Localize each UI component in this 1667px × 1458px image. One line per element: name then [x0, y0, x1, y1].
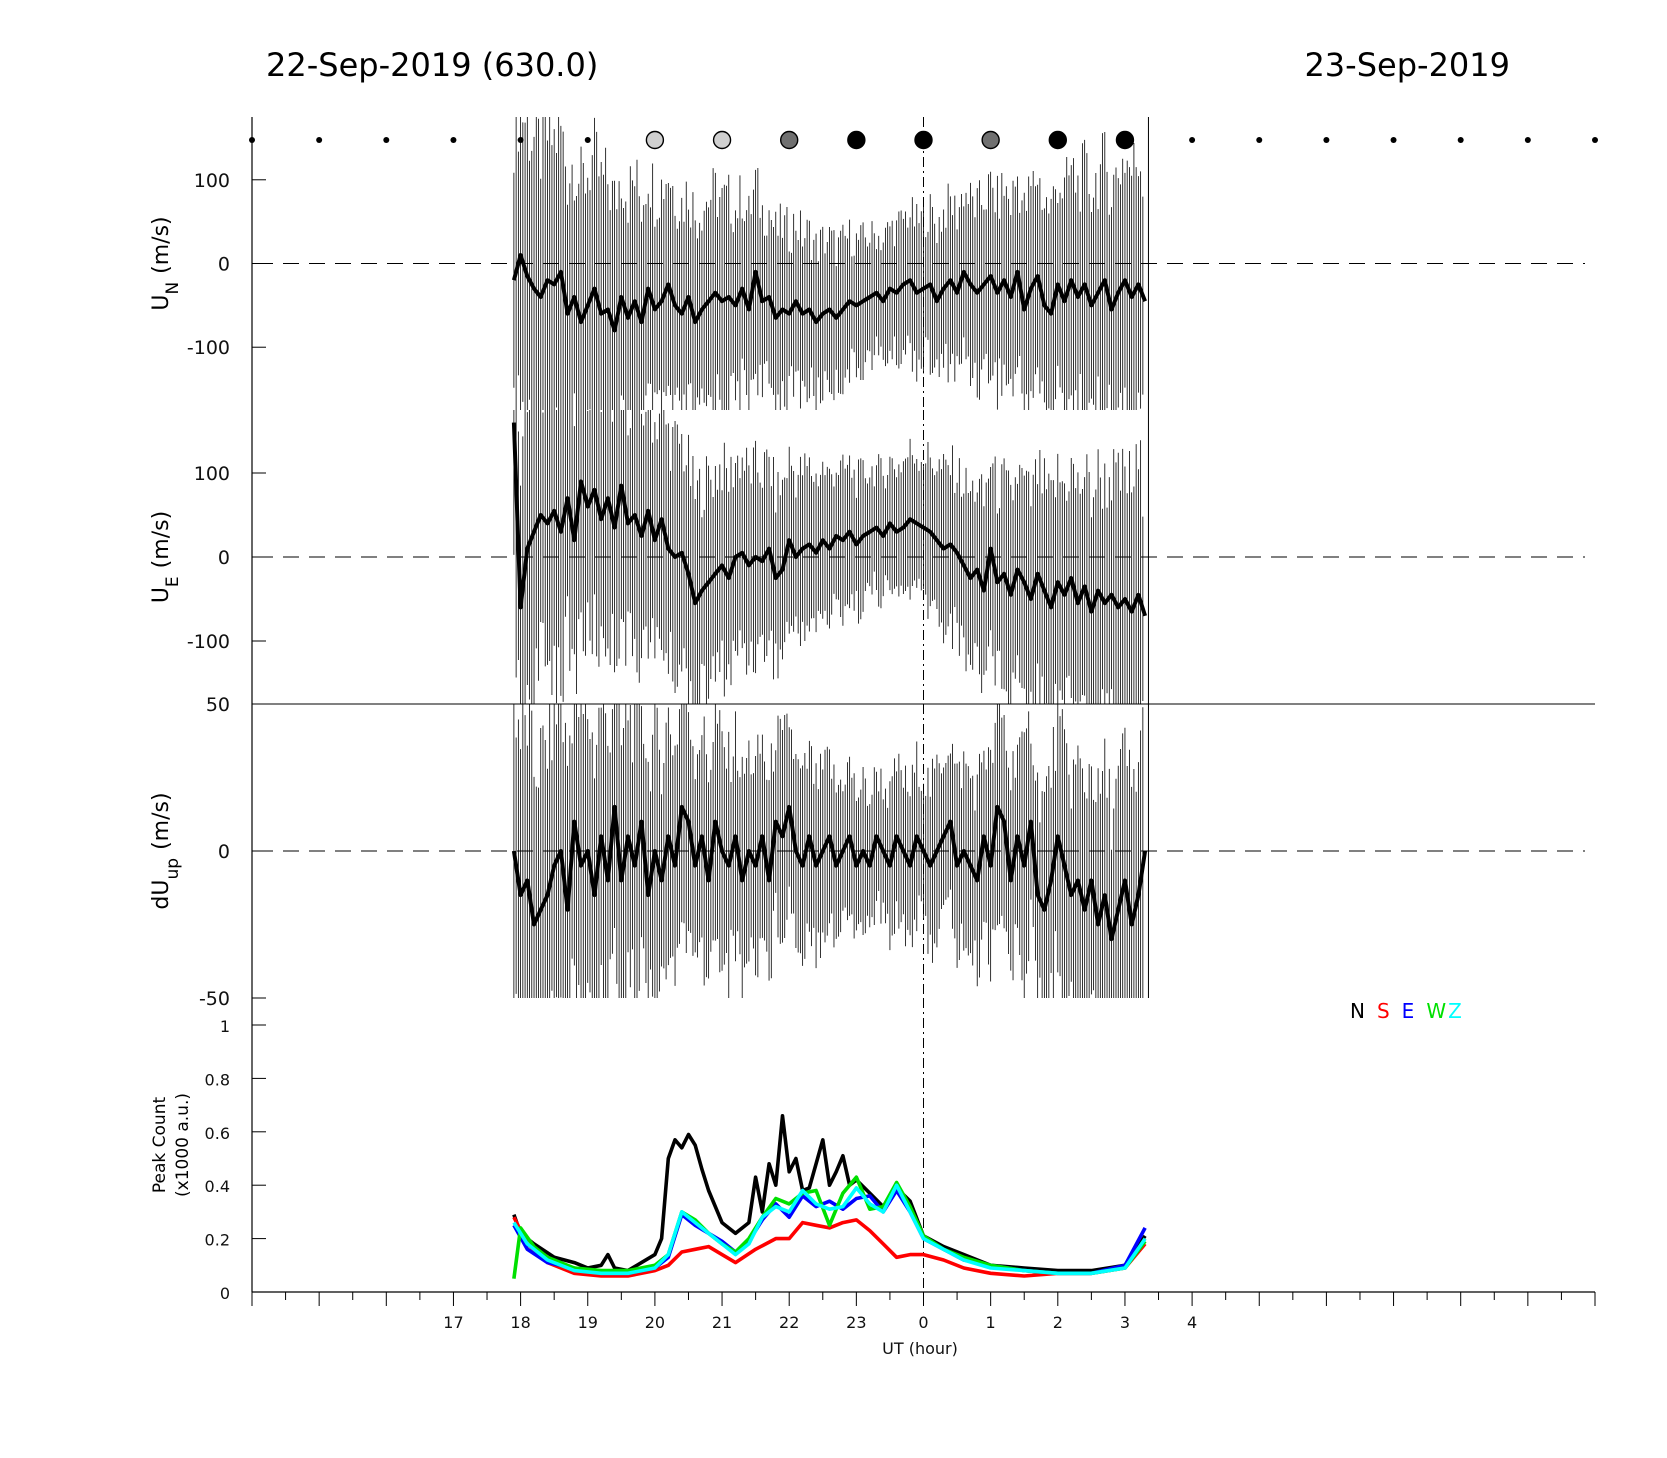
xtick-label: 1 [986, 1313, 996, 1332]
xtick-label: 0 [918, 1313, 928, 1332]
xtick-label: 4 [1187, 1313, 1197, 1332]
title-left: 22-Sep-2019 (630.0) [266, 46, 598, 84]
legend-item-E: E [1402, 999, 1415, 1023]
marker-circle [1115, 130, 1135, 150]
ytick-label-ue: 0 [218, 547, 230, 569]
marker-circle [780, 130, 799, 150]
ytick-label-peak: 1 [220, 1017, 230, 1036]
ytick-label-dup: 50 [206, 694, 230, 716]
panels: 1000-100UN(m/s)1000-100UE(m/s)500-50dUup… [149, 117, 1596, 1358]
legend-item-S: S [1377, 999, 1390, 1023]
series-line-ue [511, 422, 1148, 617]
xtick-label: 2 [1053, 1313, 1063, 1332]
marker-dot [1189, 137, 1196, 143]
xtick-label: 3 [1120, 1313, 1130, 1332]
marker-circle [1048, 130, 1068, 150]
ytick-label-peak: 0.4 [205, 1177, 230, 1196]
plot-area-ue [511, 410, 1149, 704]
xtick-label: 20 [645, 1313, 665, 1332]
ytick-label-un: -100 [187, 337, 230, 359]
ylabel-peak-line2: (x1000 a.u.) [173, 1093, 193, 1197]
xtick-label: 22 [779, 1313, 799, 1332]
marker-circle [712, 130, 732, 150]
marker-dot [1524, 137, 1531, 143]
xtick-label: 18 [510, 1313, 530, 1332]
xtick-label: 17 [443, 1313, 463, 1332]
marker-dot [316, 137, 323, 143]
series-line-dup [511, 804, 1148, 942]
marker-dot [1256, 137, 1263, 143]
marker-dot [584, 137, 591, 143]
marker-dot [450, 137, 457, 143]
plot-area-un [511, 117, 1149, 410]
hour-markers [249, 130, 1598, 150]
series-line-S [512, 1216, 1147, 1278]
marker-dot [383, 137, 390, 143]
legend-item-Z: Z [1448, 999, 1462, 1023]
panel-dup: 50 0 -50 dUup(m/s) [149, 694, 1585, 1010]
ytick-label-dup: -50 [199, 988, 230, 1010]
marker-dot [1457, 137, 1464, 143]
legend-item-W: W [1426, 999, 1446, 1023]
legend-item-N: N [1350, 999, 1365, 1023]
plot-area-dup [511, 704, 1149, 998]
marker-dot [1323, 137, 1330, 143]
series-line-un [511, 253, 1147, 333]
ylabel-peak-line1: Peak Count [150, 1097, 170, 1194]
ytick-label-ue: -100 [187, 631, 230, 653]
marker-circle [981, 130, 1000, 150]
ylabel-ue: UE(m/s) [149, 511, 183, 603]
ylabel-dup: dUup(m/s) [149, 792, 183, 909]
ytick-label-un: 0 [218, 254, 230, 276]
ytick-label-dup: 0 [218, 841, 230, 863]
title-right: 23-Sep-2019 [1304, 46, 1510, 84]
ytick-label-un: 100 [194, 170, 230, 192]
marker-dot [1592, 137, 1598, 143]
ytick-label-peak: 0.2 [205, 1231, 230, 1250]
ytick-label-ue: 100 [194, 463, 230, 485]
marker-circle [645, 130, 665, 150]
xtick-label: 21 [712, 1313, 732, 1332]
panel-ue: 100 0 -100 UE(m/s) [149, 410, 1585, 704]
ylabel-un: UN(m/s) [149, 216, 183, 310]
marker-circle [847, 130, 866, 150]
marker-dot [1390, 137, 1397, 143]
xlabel: UT (hour) [882, 1339, 958, 1358]
panel-un: 100 0 -100 UN(m/s) [149, 117, 1585, 410]
series-line-Z [512, 1183, 1147, 1276]
ytick-label-peak: 0 [220, 1284, 230, 1303]
xtick-label: 23 [846, 1313, 866, 1332]
ytick-label-peak: 0.6 [205, 1124, 230, 1143]
xtick-label: 19 [578, 1313, 598, 1332]
ytick-label-peak: 0.8 [205, 1070, 230, 1089]
